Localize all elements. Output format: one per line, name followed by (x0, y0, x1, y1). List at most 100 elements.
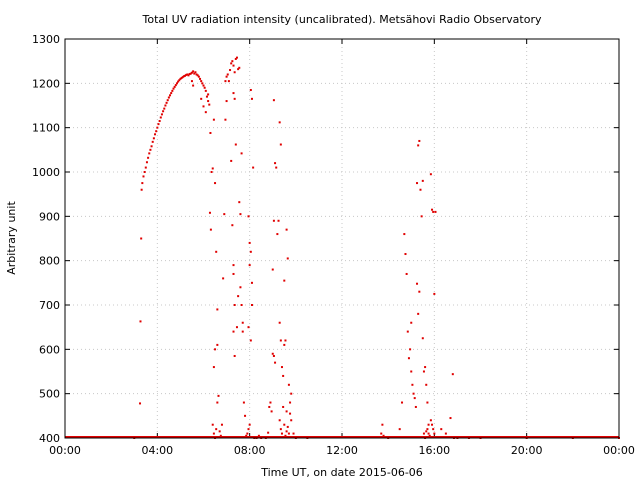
data-point (282, 405, 285, 408)
data-point (286, 257, 289, 260)
x-tick-label: 20:00 (511, 444, 543, 457)
data-point (231, 224, 234, 227)
data-point (190, 80, 193, 83)
data-point (272, 99, 275, 102)
data-point (405, 272, 408, 275)
data-point (215, 250, 218, 253)
data-point (205, 95, 208, 98)
data-point (278, 419, 281, 422)
data-point (248, 423, 251, 426)
data-point (163, 107, 166, 110)
data-point (427, 432, 430, 435)
data-point (245, 434, 248, 437)
data-point (208, 103, 211, 106)
data-point (284, 339, 287, 342)
plot-frame (64, 38, 620, 439)
data-point (418, 139, 421, 142)
data-point (279, 339, 282, 342)
data-point (285, 410, 288, 413)
data-point (262, 436, 265, 439)
data-point (164, 104, 167, 107)
data-point (232, 64, 235, 67)
data-point (248, 264, 251, 267)
data-point (411, 383, 414, 386)
data-point (207, 93, 210, 96)
data-point (432, 428, 435, 431)
data-point (226, 73, 229, 76)
data-point (209, 228, 212, 231)
data-point (233, 304, 236, 306)
y-tick-label: 400 (39, 432, 60, 445)
data-point (141, 182, 144, 185)
data-point (199, 77, 202, 80)
data-point (231, 60, 234, 63)
data-point (274, 361, 277, 364)
data-point (140, 237, 143, 240)
data-point (284, 434, 287, 437)
data-point (425, 383, 428, 386)
data-point (431, 423, 434, 426)
data-point (272, 219, 275, 222)
data-point (274, 162, 277, 165)
data-point (449, 417, 452, 420)
data-point (150, 145, 153, 148)
data-point (433, 432, 436, 435)
data-point (275, 166, 278, 169)
data-point (234, 143, 237, 146)
data-point (158, 120, 161, 123)
data-point (190, 71, 193, 74)
data-point (420, 215, 423, 218)
data-point (282, 374, 285, 377)
data-point (167, 96, 170, 99)
data-point (240, 152, 243, 155)
data-point (401, 401, 404, 404)
data-point (154, 133, 157, 136)
data-point (422, 432, 425, 435)
y-tick-label: 700 (39, 299, 60, 312)
data-point (152, 137, 155, 140)
data-point (157, 123, 160, 126)
data-point (227, 80, 230, 83)
data-point (244, 414, 247, 417)
data-point (192, 70, 195, 73)
data-point (249, 339, 252, 342)
data-point (151, 140, 154, 143)
data-point (165, 101, 168, 104)
data-point (216, 343, 219, 346)
data-point (159, 116, 162, 119)
y-tick-label: 1200 (32, 77, 60, 90)
data-point (180, 77, 183, 80)
y-tick-label: 500 (39, 388, 60, 401)
data-point (299, 436, 302, 439)
data-point (421, 337, 424, 340)
data-point (237, 295, 240, 298)
data-point (241, 330, 244, 333)
data-point (200, 80, 203, 83)
data-point (230, 62, 233, 65)
data-point (211, 167, 214, 170)
data-point (271, 268, 274, 271)
data-point (204, 89, 207, 92)
data-point (249, 250, 252, 253)
data-point (414, 405, 417, 408)
data-point (418, 290, 421, 293)
data-point (238, 201, 241, 204)
data-point (432, 210, 435, 213)
data-point (178, 79, 181, 82)
data-point (409, 348, 412, 351)
data-point (223, 213, 226, 216)
data-point (290, 419, 293, 422)
y-tick-label: 800 (39, 255, 60, 268)
data-point (184, 74, 187, 77)
data-point (172, 87, 175, 90)
data-point (268, 405, 271, 408)
data-point (200, 97, 203, 100)
data-point (286, 425, 289, 428)
data-point (201, 82, 204, 85)
data-point (410, 321, 413, 324)
data-point (257, 434, 260, 437)
data-point (380, 432, 383, 435)
data-point (407, 357, 410, 360)
data-point (428, 436, 431, 439)
data-point (233, 71, 236, 74)
